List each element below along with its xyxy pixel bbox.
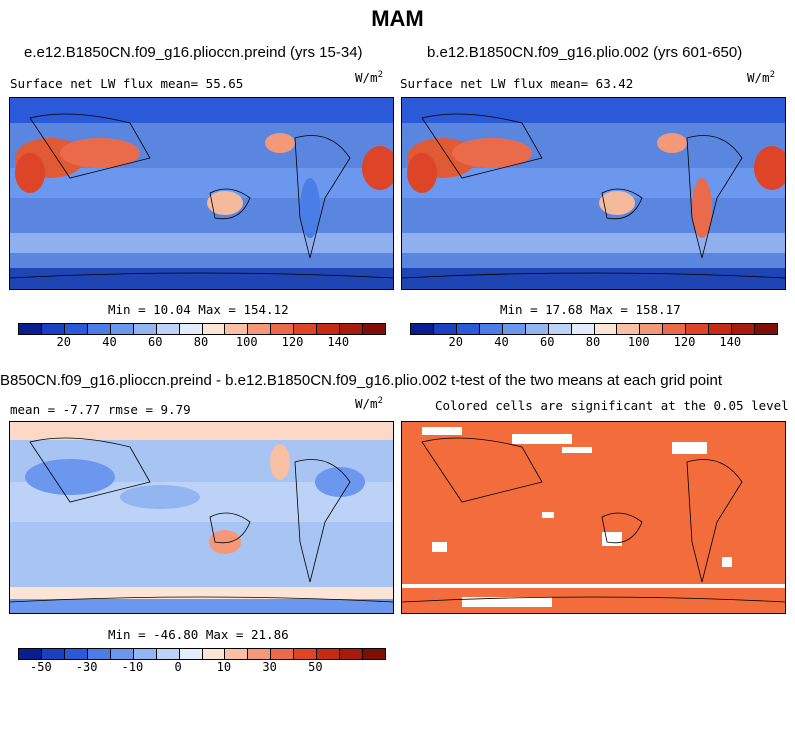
colorbar-1 (18, 323, 386, 335)
colorbar-swatch (594, 324, 618, 334)
colorbar-swatch (271, 324, 295, 334)
panel-2-map (401, 97, 786, 290)
colorbar-swatch (64, 324, 88, 334)
panel-4-note: Colored cells are significant at the 0.0… (435, 398, 789, 413)
panel-3-map (9, 421, 394, 614)
panel-3-title: B850CN.f09_g16.plioccn.preind - b.e12.B1… (0, 372, 447, 389)
colorbar-tick-label: 80 (585, 335, 601, 349)
colorbar-swatch (340, 324, 364, 334)
colorbar-swatch (294, 649, 318, 659)
colorbar-3 (18, 648, 386, 660)
colorbar-tick-label: 120 (281, 335, 304, 349)
panel-1-map (9, 97, 394, 290)
colorbar-swatch (156, 324, 180, 334)
colorbar-swatch (525, 324, 549, 334)
colorbar-swatch (317, 649, 341, 659)
colorbar-2-ticks: 20 40 60 80 100 120 140 (410, 335, 778, 351)
panel-4-map (401, 421, 786, 614)
colorbar-swatch (41, 324, 65, 334)
colorbar-tick-label: 20 (448, 335, 463, 349)
colorbar-tick-label: 80 (193, 335, 209, 349)
colorbar-tick-label: 120 (673, 335, 696, 349)
colorbar-3-ticks: -50 -30 -10 0 10 30 50 (18, 660, 386, 676)
colorbar-swatch (19, 324, 42, 334)
colorbar-swatch (686, 324, 710, 334)
panel-2-stats: Surface net LW flux mean= 63.42 (400, 76, 634, 91)
colorbar-tick-label: 40 (494, 335, 509, 349)
panel-4-title: t-test of the two means at each grid poi… (451, 372, 722, 389)
panel-3-stats: mean = -7.77 rmse = 9.79 (10, 402, 191, 417)
panel-2-minmax: Min = 17.68 Max = 158.17 (500, 302, 681, 317)
colorbar-swatch (225, 649, 249, 659)
panel-1-minmax: Min = 10.04 Max = 154.12 (108, 302, 289, 317)
colorbar-tick-label: 10 (216, 660, 232, 674)
colorbar-swatch (317, 324, 341, 334)
colorbar-swatch (411, 324, 434, 334)
colorbar-swatch (87, 649, 111, 659)
colorbar-swatch (19, 649, 42, 659)
colorbar-swatch (340, 649, 364, 659)
main-title: MAM (371, 6, 424, 31)
colorbar-swatch (363, 324, 385, 334)
colorbar-swatch (110, 324, 134, 334)
colorbar-tick-label: 30 (262, 660, 277, 674)
colorbar-swatch (133, 324, 157, 334)
colorbar-tick-label: -50 (30, 660, 52, 674)
colorbar-tick-label: 100 (627, 335, 650, 349)
colorbar-swatch (225, 324, 249, 334)
colorbar-swatch (202, 324, 226, 334)
colorbar-swatch (202, 649, 226, 659)
panel-1-title: e.e12.B1850CN.f09_g16.plioccn.preind (yr… (24, 44, 363, 61)
colorbar-tick-label: 140 (719, 335, 742, 349)
colorbar-tick-label: 40 (102, 335, 117, 349)
colorbar-tick-label: 50 (308, 660, 323, 674)
colorbar-swatch (64, 649, 88, 659)
colorbar-tick-label: 100 (235, 335, 258, 349)
colorbar-swatch (271, 649, 295, 659)
colorbar-swatch (456, 324, 480, 334)
colorbar-swatch (755, 324, 777, 334)
panel-3-units: W/m2 (355, 396, 383, 412)
colorbar-swatch (248, 649, 272, 659)
colorbar-tick-label: 20 (56, 335, 71, 349)
colorbar-swatch (41, 649, 65, 659)
colorbar-swatch (156, 649, 180, 659)
colorbar-2 (410, 323, 778, 335)
colorbar-swatch (617, 324, 641, 334)
panel-1-units: W/m2 (355, 70, 383, 86)
panel-2-title: b.e12.B1850CN.f09_g16.plio.002 (yrs 601-… (427, 44, 743, 61)
colorbar-swatch (433, 324, 457, 334)
colorbar-swatch (640, 324, 664, 334)
colorbar-swatch (294, 324, 318, 334)
colorbar-swatch (363, 649, 385, 659)
colorbar-swatch (179, 649, 203, 659)
colorbar-swatch (87, 324, 111, 334)
colorbar-tick-label: 60 (148, 335, 163, 349)
colorbar-tick-label: 0 (174, 660, 182, 674)
colorbar-tick-label: 140 (327, 335, 350, 349)
colorbar-swatch (663, 324, 687, 334)
colorbar-swatch (502, 324, 526, 334)
colorbar-tick-label: 60 (540, 335, 555, 349)
colorbar-swatch (709, 324, 733, 334)
colorbar-swatch (732, 324, 756, 334)
colorbar-swatch (248, 324, 272, 334)
panel-1-stats: Surface net LW flux mean= 55.65 (10, 76, 244, 91)
panel-3-minmax: Min = -46.80 Max = 21.86 (108, 627, 289, 642)
colorbar-tick-label: -10 (121, 660, 144, 674)
colorbar-tick-label: -30 (75, 660, 98, 674)
colorbar-swatch (133, 649, 157, 659)
colorbar-swatch (179, 324, 203, 334)
colorbar-swatch (110, 649, 134, 659)
colorbar-swatch (548, 324, 572, 334)
colorbar-swatch (479, 324, 503, 334)
panel-2-units: W/m2 (747, 70, 775, 86)
colorbar-swatch (571, 324, 595, 334)
colorbar-1-ticks: 20 40 60 80 100 120 140 (18, 335, 386, 351)
